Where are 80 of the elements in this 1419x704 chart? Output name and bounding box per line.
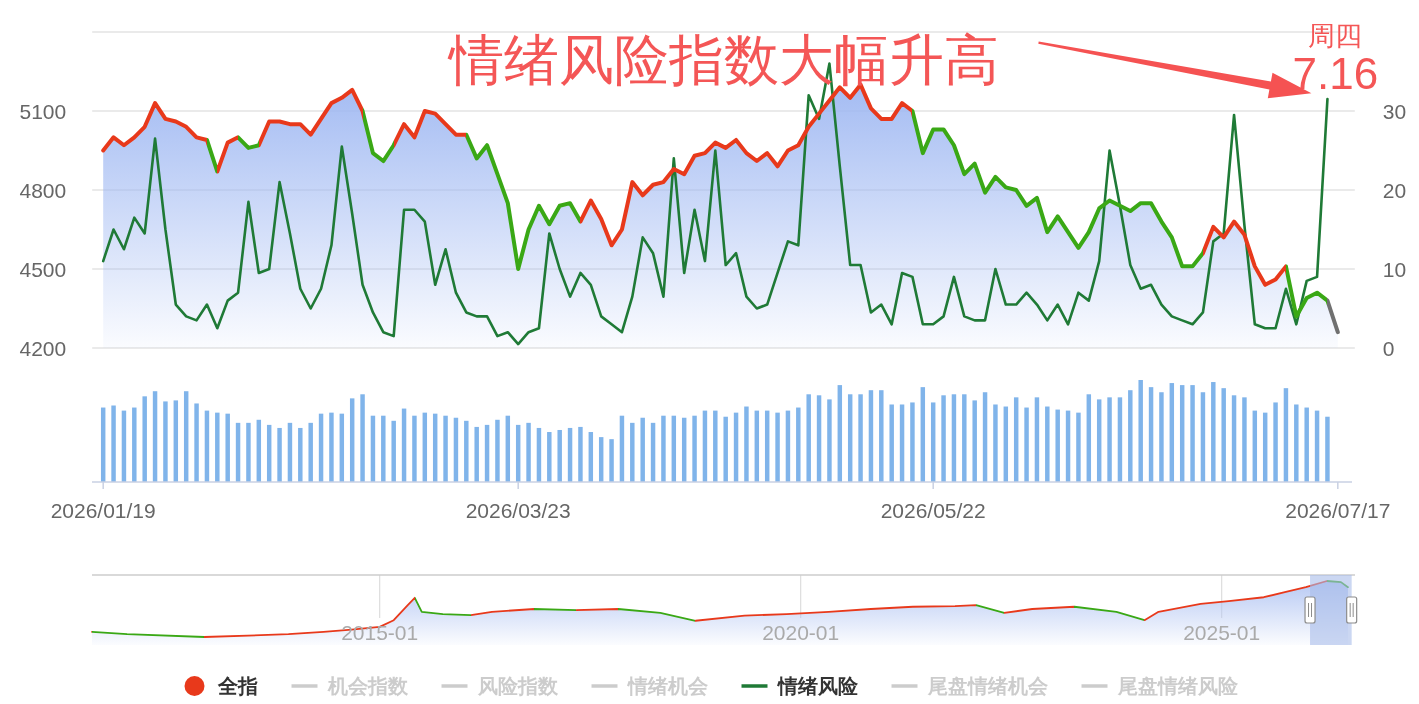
bar xyxy=(1304,407,1309,482)
bar xyxy=(910,402,915,482)
bar xyxy=(360,394,365,482)
y2-tick-label: 30 xyxy=(1382,99,1407,123)
x-tick-label: 2026/03/23 xyxy=(465,498,571,522)
y-tick-label: 4800 xyxy=(19,178,67,202)
bar xyxy=(298,427,303,482)
bar xyxy=(993,404,998,482)
bar xyxy=(277,427,282,482)
bar xyxy=(1190,385,1195,482)
y-tick-label: 5100 xyxy=(19,99,67,123)
bar xyxy=(661,415,666,482)
bar xyxy=(1273,402,1278,482)
bar xyxy=(308,422,313,482)
bar xyxy=(796,407,801,482)
bar xyxy=(827,399,832,482)
x-tick-label: 2015-01 xyxy=(341,620,419,644)
x-tick-label: 2026/01/19 xyxy=(50,498,156,522)
annotation: 7.16 xyxy=(1292,49,1379,99)
bar xyxy=(474,426,479,482)
bar xyxy=(630,422,635,482)
bar xyxy=(547,432,552,482)
bar xyxy=(557,429,562,482)
annotation: 周四 xyxy=(1308,21,1363,52)
y2-tick-label: 20 xyxy=(1382,178,1407,202)
bar xyxy=(225,413,230,482)
bar xyxy=(1221,388,1226,482)
bar xyxy=(443,415,448,482)
bar xyxy=(1211,382,1216,482)
bar xyxy=(941,395,946,482)
bar xyxy=(495,419,500,482)
bar xyxy=(775,412,780,482)
y2-tick-label: 0 xyxy=(1382,336,1395,360)
bar xyxy=(1325,416,1330,482)
bar xyxy=(142,396,147,482)
bar xyxy=(412,415,417,482)
bar xyxy=(889,404,894,482)
legend-label: 情绪风险 xyxy=(775,675,859,697)
bar xyxy=(1159,392,1164,482)
bar xyxy=(1242,397,1247,482)
bar xyxy=(1107,397,1112,482)
bar xyxy=(1128,390,1133,482)
bar xyxy=(744,406,749,482)
bar xyxy=(962,394,967,482)
bar xyxy=(578,426,583,482)
y2-tick-label: 10 xyxy=(1382,257,1407,281)
bar xyxy=(194,403,199,482)
x-tick-label: 2020-01 xyxy=(762,620,840,644)
bar xyxy=(640,417,645,482)
bar xyxy=(111,405,116,482)
bar xyxy=(1076,412,1081,482)
bar xyxy=(1024,407,1029,482)
bar xyxy=(1055,409,1060,482)
bar xyxy=(972,400,977,482)
bar xyxy=(215,412,220,482)
bar xyxy=(246,422,251,482)
bar xyxy=(132,407,137,482)
y-tick-label: 4500 xyxy=(19,257,67,281)
bar xyxy=(1294,404,1299,482)
bar xyxy=(858,394,863,482)
x-tick-label: 2026/05/22 xyxy=(880,498,986,522)
x-tick-label: 2025-01 xyxy=(1183,620,1261,644)
bar xyxy=(381,415,386,482)
x-tick-label: 2026/07/17 xyxy=(1285,498,1391,522)
y-tick-label: 4200 xyxy=(19,336,67,360)
bar xyxy=(1045,406,1050,482)
bar xyxy=(723,416,728,482)
bar xyxy=(464,420,469,482)
bar xyxy=(163,401,168,482)
bar xyxy=(1138,380,1143,482)
chart-title: 情绪风险指数大幅升高 xyxy=(446,29,999,91)
bar xyxy=(391,420,396,482)
bar xyxy=(526,422,531,482)
bar xyxy=(879,390,884,482)
legend-label: 全指 xyxy=(216,675,258,697)
bar xyxy=(329,412,334,482)
bar xyxy=(806,394,811,482)
bar xyxy=(692,415,697,482)
bar xyxy=(713,410,718,482)
bar xyxy=(609,439,614,482)
